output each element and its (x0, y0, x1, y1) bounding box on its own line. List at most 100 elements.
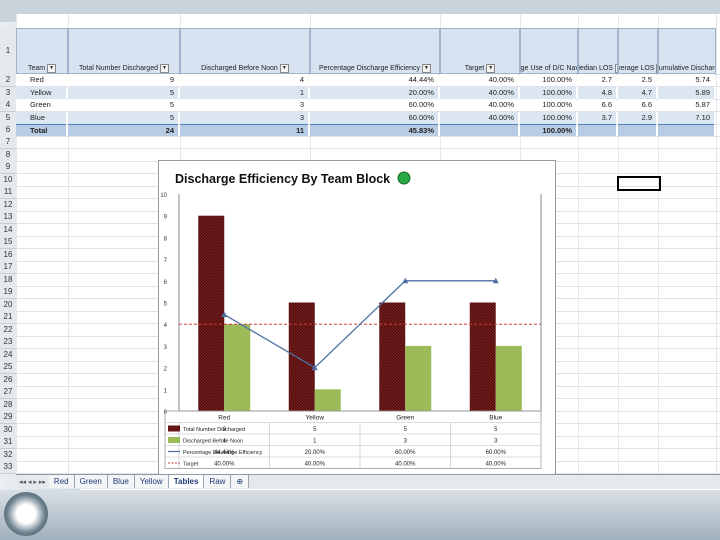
total-cell: 45.83% (310, 124, 438, 136)
table-header[interactable]: Average LOS▼ (618, 28, 658, 74)
filter-dropdown-icon[interactable]: ▼ (486, 64, 496, 73)
bar-before-noon (314, 389, 341, 411)
tab-nav-arrows[interactable]: ◂◂ ◂ ▸ ▸▸ (19, 479, 46, 486)
y-tick-label: 3 (164, 345, 168, 351)
total-cell: 100.00% (520, 124, 576, 136)
insert-sheet-icon[interactable]: ⊕ (231, 475, 250, 488)
table-cell: 9 (68, 74, 178, 86)
row-header[interactable]: 4 (0, 99, 16, 112)
row-header[interactable]: 30 (0, 423, 16, 437)
row-header[interactable]: 17 (0, 261, 16, 274)
table-header[interactable]: Weighted Cumulative Discharge Score▼ (658, 28, 716, 74)
grid-line (16, 111, 720, 112)
filter-dropdown-icon[interactable]: ▼ (47, 64, 57, 73)
row-header[interactable]: 16 (0, 248, 16, 262)
row-header[interactable]: 25 (0, 361, 16, 374)
efficiency-point (311, 364, 318, 371)
row-header[interactable]: 33 (0, 461, 16, 474)
sheet-tab-blue[interactable]: Blue (107, 475, 135, 488)
row-header[interactable]: 31 (0, 436, 16, 449)
table-cell: 40.00% (440, 74, 518, 86)
y-tick-label: 10 (160, 193, 167, 199)
data-label: 60.00% (486, 450, 507, 456)
selected-cell[interactable] (617, 176, 661, 191)
table-cell: 2.9 (618, 112, 656, 124)
row-header[interactable]: 26 (0, 373, 16, 387)
row-header[interactable]: 32 (0, 448, 16, 462)
table-header[interactable]: Target ▼ (440, 28, 520, 74)
table-header[interactable]: Median LOS▼ (578, 28, 618, 74)
sheet-tab-raw[interactable]: Raw (204, 475, 232, 488)
table-header[interactable]: Percentage Use of D/C Navigator▼ (520, 28, 578, 74)
sheet-tab-green[interactable]: Green (74, 475, 108, 488)
table-header[interactable]: Percentage Discharge Efficiency ▼ (310, 28, 440, 74)
table-cell: 4.7 (618, 87, 656, 99)
column-line (16, 14, 17, 474)
category-label: Yellow (305, 415, 324, 422)
column-line (68, 14, 69, 474)
table-cell: 40.00% (440, 99, 518, 111)
bar-before-noon (405, 345, 432, 411)
row-header[interactable]: 28 (0, 398, 16, 412)
table-header[interactable]: Team ▼ (16, 28, 68, 74)
row-header[interactable]: 7 (0, 136, 16, 149)
table-header[interactable]: Total Number Discharged ▼ (68, 28, 180, 74)
chart-area[interactable]: Discharge Efficiency By Team BlockNumber… (13, 160, 579, 477)
row-header[interactable]: 24 (0, 348, 16, 362)
data-label: 40.00% (305, 462, 326, 468)
table-cell: 4 (180, 74, 308, 86)
table-cell: 100.00% (520, 112, 576, 124)
row-header[interactable]: 2 (0, 74, 16, 87)
row-header[interactable]: 9 (0, 161, 16, 174)
filter-dropdown-icon[interactable]: ▼ (614, 64, 617, 73)
y-tick-label: 9 (164, 215, 168, 221)
table-cell: 7.10 (658, 112, 714, 124)
table-cell: 4.8 (578, 87, 616, 99)
row-header[interactable]: 19 (0, 286, 16, 299)
efficiency-point (492, 277, 499, 284)
table-cell: 3.7 (578, 112, 616, 124)
sheet-tab-red[interactable]: Red (48, 475, 75, 488)
table-cell: 2.7 (578, 74, 616, 86)
row-header[interactable]: 12 (0, 198, 16, 212)
row-header[interactable]: 15 (0, 236, 16, 249)
table-cell: 40.00% (440, 112, 518, 124)
data-label: 3 (404, 439, 408, 445)
filter-dropdown-icon[interactable]: ▼ (422, 64, 432, 73)
chart-title: Discharge Efficiency By Team Block (175, 172, 390, 186)
row-header[interactable]: 13 (0, 211, 16, 224)
table-cell: 5.89 (658, 87, 714, 99)
row-header[interactable]: 1 (0, 28, 16, 75)
row-header[interactable]: 23 (0, 336, 16, 349)
filter-dropdown-icon[interactable]: ▼ (159, 64, 169, 73)
legend-label: Discharged Before Noon (183, 439, 243, 445)
row-header[interactable]: 20 (0, 298, 16, 312)
table-cell: 100.00% (520, 87, 576, 99)
row-header[interactable]: 21 (0, 311, 16, 324)
total-cell (658, 124, 714, 136)
category-label: Blue (489, 415, 502, 422)
legend-label: Percentage Discharge Efficiency (183, 450, 263, 456)
grid-line (16, 86, 720, 87)
table-cell: 60.00% (310, 112, 438, 124)
filter-dropdown-icon[interactable]: ▼ (279, 64, 289, 73)
y-tick-label: 2 (164, 367, 168, 373)
row-header[interactable]: 18 (0, 273, 16, 287)
row-header[interactable]: 22 (0, 323, 16, 337)
filter-dropdown-icon[interactable]: ▼ (656, 64, 657, 73)
row-header[interactable]: 8 (0, 148, 16, 162)
data-label: 4 (223, 439, 227, 445)
row-header[interactable]: 29 (0, 411, 16, 424)
row-header[interactable]: 11 (0, 186, 16, 199)
row-header[interactable]: 27 (0, 386, 16, 399)
table-cell: 100.00% (520, 99, 576, 111)
row-header[interactable]: 14 (0, 223, 16, 237)
sheet-tab-yellow[interactable]: Yellow (134, 475, 169, 488)
table-header[interactable]: Discharged Before Noon ▼ (180, 28, 310, 74)
table-cell: 1 (180, 87, 308, 99)
category-label: Red (218, 415, 230, 422)
table-cell: 5 (68, 87, 178, 99)
sheet-tab-tables[interactable]: Tables (168, 475, 205, 488)
row-header[interactable]: 10 (0, 173, 16, 187)
y-tick-label: 7 (164, 258, 168, 264)
